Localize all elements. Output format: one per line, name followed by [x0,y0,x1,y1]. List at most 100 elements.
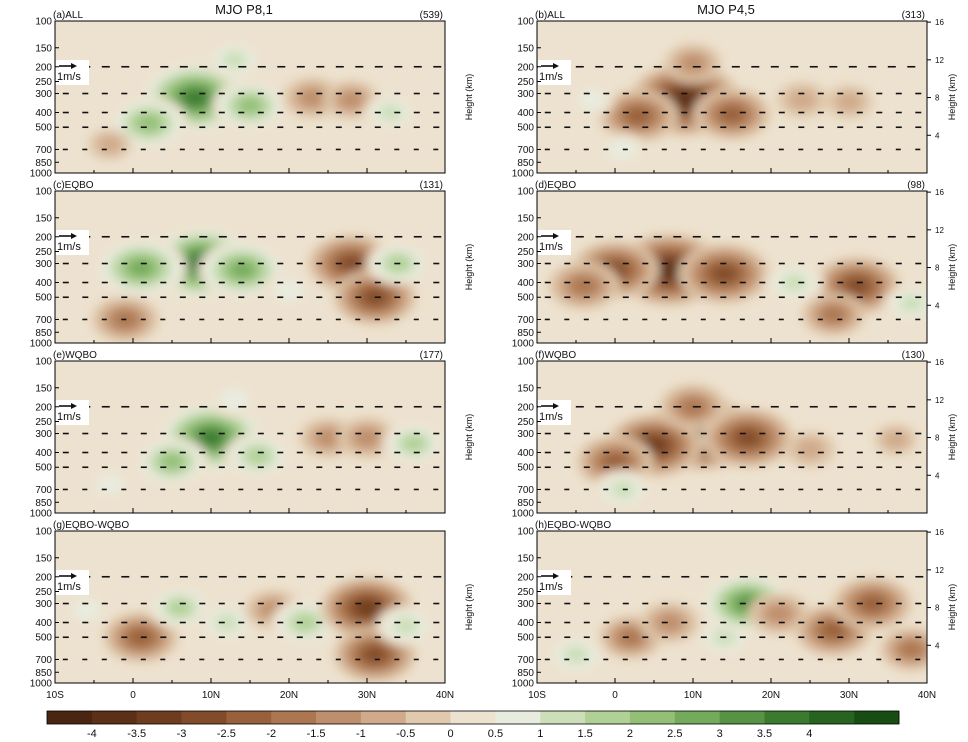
colorbar-label: -2 [266,728,276,740]
wind-vectors [537,235,922,321]
ref-vector-arrowhead [71,403,77,409]
colorbar-swatch [629,711,676,724]
shading-feature [825,84,873,119]
colorbar-label: -2.5 [217,728,236,740]
ref-vector-arrowhead [553,233,559,239]
shading-feature [598,615,663,660]
colorbar-swatch [764,711,810,724]
colorbar-swatch [854,711,900,724]
height-tick-label: 8 [935,604,940,613]
y-tick-label: 200 [517,232,534,243]
y-tick-label: 400 [35,448,52,459]
shading-feature [547,261,620,310]
ref-vector-label: 1m/s [57,241,81,253]
shading-feature [879,627,927,672]
colorbar-label: 3 [717,728,723,740]
x-tick-label: 40N [918,690,936,701]
colorbar-swatch [450,711,496,724]
height-tick-label: 12 [935,396,944,405]
y-tick-label: 150 [35,213,52,224]
y-tick-label: 700 [517,485,534,496]
y-tick-label: 500 [517,123,534,134]
y-tick-label: 1000 [30,679,53,690]
colorbar-label: 1 [537,728,543,740]
shading-feature [598,89,679,143]
column-title-left: MJO P8,1 [215,2,273,17]
y-tick-label: 850 [35,158,52,169]
y-tick-label: 300 [35,599,52,610]
colorbar-label: 1.5 [577,728,592,740]
colorbar-swatch [181,711,227,724]
ref-vector-label: 1m/s [539,71,563,83]
panel-count: (98) [907,180,925,191]
y-tick-label: 300 [35,259,52,270]
ref-vector-arrowhead [71,63,77,69]
ref-vector-arrowhead [553,573,559,579]
y-tick-label: 400 [517,448,534,459]
colorbar-label: -0.5 [396,728,415,740]
x-tick-label: 10N [684,690,702,701]
colorbar-frame [46,710,900,725]
shading-feature [776,81,829,119]
y-tick-label: 100 [35,17,52,28]
y-tick-label: 700 [35,655,52,666]
shading-feature [62,592,111,627]
x-axis-labels: 10S 0 10N 20N 30N 40N 10S 0 10N 20N 30N 40N [46,690,936,701]
panel-label: (g)EQBO-WQBO [53,520,129,531]
ref-vector-label: 1m/s [539,411,563,423]
shading-feature [678,243,771,304]
shading-feature [801,292,866,337]
ref-vector-arrowhead [553,63,559,69]
height-axis-label: Height (km) [947,584,957,631]
y-tick-label: 1000 [30,169,53,180]
y-tick-label: 1000 [512,679,535,690]
wind-vectors [62,235,442,321]
colorbar-label: 2.5 [667,728,682,740]
colorbar-label: 2 [627,728,633,740]
shading-feature [337,417,397,459]
colorbar-label: -4 [87,728,97,740]
colorbar-swatch [136,711,182,724]
colorbar: -4 -3.5 -3 -2.5 -2 -1.5 -1 -0.5 0 0.5 1 1.5 2 2.5 3 3.5… [46,710,900,740]
wind-vectors [62,575,442,661]
y-tick-label: 150 [35,553,52,564]
colorbar-label: 4 [806,728,812,740]
shading-feature [693,88,771,141]
ref-vector-label: 1m/s [57,71,81,83]
height-tick-label: 8 [935,434,940,443]
panel-label: (b)ALL [535,10,565,21]
shading-feature [639,601,700,644]
height-axis-label: Height (km) [947,244,957,291]
y-tick-label: 700 [35,485,52,496]
y-tick-label: 200 [517,402,534,413]
panels-layer: 1m/s(a)ALL (539)1001502002503004005007008… [30,10,957,690]
y-tick-label: 500 [517,633,534,644]
shading-feature [223,432,292,479]
shading-feature [363,93,418,132]
ref-vector-label: 1m/s [539,241,563,253]
shading-feature [94,237,187,298]
y-tick-label: 100 [35,527,52,538]
height-tick-label: 12 [935,566,944,575]
colorbar-label: -3.5 [127,728,146,740]
panel-count: (131) [420,180,443,191]
colorbar-label: 3.5 [757,728,772,740]
colorbar-swatch [674,711,720,724]
y-tick-label: 850 [35,498,52,509]
shading-feature [764,261,825,304]
y-tick-label: 250 [517,587,534,598]
colorbar-swatch [540,711,586,724]
y-tick-label: 250 [35,77,52,88]
height-tick-label: 4 [935,131,940,140]
height-tick-label: 4 [935,641,940,650]
y-tick-label: 100 [517,357,534,368]
y-tick-label: 100 [517,17,534,28]
shading-feature [135,436,209,487]
y-tick-label: 200 [35,232,52,243]
y-tick-label: 150 [35,43,52,54]
y-tick-label: 300 [517,259,534,270]
panel-label: (h)EQBO-WQBO [535,520,611,531]
colorbar-label: 0 [448,728,454,740]
